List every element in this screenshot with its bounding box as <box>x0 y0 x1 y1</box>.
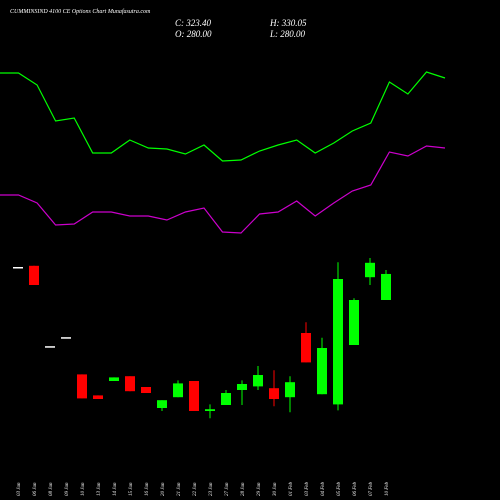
x-tick-label: 15 Jan <box>129 482 134 496</box>
x-tick-label: 06 Feb <box>353 481 358 496</box>
x-tick-label: 20 Jan <box>161 482 166 496</box>
x-tick-label: 13 Jan <box>97 482 102 496</box>
indicator-line <box>0 145 446 234</box>
x-tick-label: 03 Jan <box>17 482 22 496</box>
candle-body <box>157 400 167 408</box>
candle-body <box>141 387 151 393</box>
candle-body <box>77 374 87 399</box>
x-tick-label: 10 Feb <box>385 481 390 496</box>
x-tick-label: 01 Feb <box>289 481 294 496</box>
x-tick-label: 09 Jan <box>65 482 70 496</box>
candle-body <box>109 377 119 381</box>
indicator-line <box>0 71 446 162</box>
x-tick-label: 30 Jan <box>273 482 278 496</box>
candle-body <box>333 279 343 405</box>
x-tick-label: 10 Jan <box>81 482 86 496</box>
x-tick-label: 04 Feb <box>321 481 326 496</box>
candle-body <box>285 382 295 398</box>
candle-body <box>173 383 183 398</box>
x-tick-label: 29 Jan <box>257 482 262 496</box>
candle-body <box>301 333 311 363</box>
candle-body <box>253 375 263 387</box>
candle-body <box>221 393 231 405</box>
x-tick-label: 05 Feb <box>337 481 342 496</box>
close-label: C: 323.40 <box>175 18 212 28</box>
x-tick-label: 28 Jan <box>241 482 246 496</box>
candle-body <box>93 395 103 399</box>
low-label: L: 280.00 <box>269 29 306 39</box>
candle-body <box>365 262 375 278</box>
open-label: O: 280.00 <box>175 29 212 39</box>
x-tick-label: 21 Jan <box>177 482 182 496</box>
candle-body <box>189 381 199 411</box>
x-tick-label: 03 Feb <box>305 481 310 496</box>
candle-body <box>29 265 39 285</box>
candle-body <box>45 346 55 348</box>
candle-body <box>237 384 247 390</box>
chart-title: CUMMINSIND 4100 CE Options Chart Munafas… <box>10 8 151 15</box>
candle-body <box>61 337 71 339</box>
candle-body <box>125 376 135 392</box>
candle-body <box>13 267 23 269</box>
x-tick-label: 06 Jan <box>33 482 38 496</box>
candle-body <box>317 348 327 395</box>
candle-body <box>349 300 359 345</box>
candle-body <box>269 388 279 399</box>
x-tick-label: 08 Jan <box>49 482 54 496</box>
x-tick-label: 16 Jan <box>145 482 150 496</box>
x-tick-label: 14 Jan <box>113 482 118 496</box>
x-tick-label: 27 Jan <box>225 482 230 496</box>
candle-body <box>205 409 215 411</box>
x-tick-label: 22 Jan <box>193 482 198 496</box>
high-label: H: 330.05 <box>269 18 307 28</box>
candle-body <box>381 273 391 300</box>
x-tick-label: 07 Feb <box>369 481 374 496</box>
x-tick-label: 23 Jan <box>209 482 214 496</box>
